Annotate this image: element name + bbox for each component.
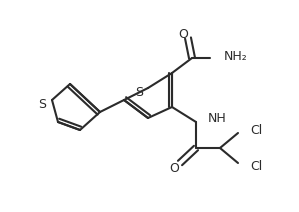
Text: S: S [38, 98, 46, 110]
Text: S: S [135, 85, 143, 99]
Text: NH₂: NH₂ [224, 49, 248, 63]
Text: O: O [169, 162, 179, 174]
Text: Cl: Cl [250, 160, 262, 173]
Text: O: O [178, 28, 188, 42]
Text: NH: NH [208, 112, 227, 124]
Text: Cl: Cl [250, 124, 262, 138]
